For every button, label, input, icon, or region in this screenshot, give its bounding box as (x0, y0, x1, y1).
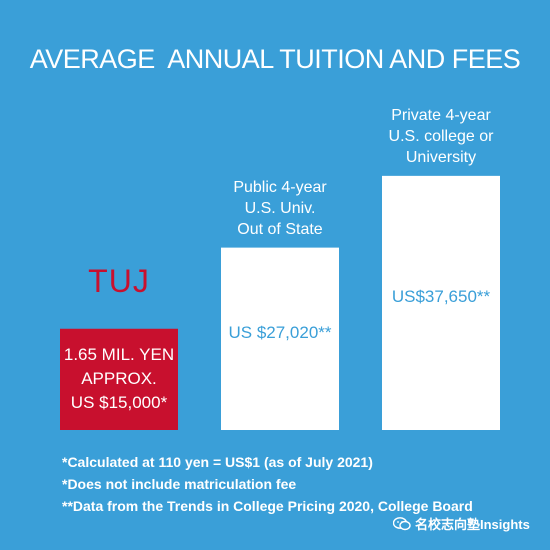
footnote-1: *Calculated at 110 yen = US$1 (as of Jul… (62, 454, 373, 470)
footnotes: *Calculated at 110 yen = US$1 (as of Jul… (62, 451, 473, 517)
category-label-3: Private 4-year U.S. college or Universit… (388, 106, 494, 166)
bar-2 (221, 247, 339, 430)
category-label-2: Public 4-year U.S. Univ. Out of State (233, 178, 327, 238)
watermark: 名校志向塾Insights (393, 514, 530, 533)
wechat-icon (393, 516, 411, 530)
bar-3 (382, 175, 500, 430)
chart-title: AVERAGE ANNUAL TUITION AND FEES (29, 44, 521, 74)
footnote-3: **Data from the Trends in College Pricin… (62, 498, 473, 514)
bar-value-label-2: US $27,020** (228, 322, 332, 342)
footnote-2: *Does not include matriculation fee (62, 476, 297, 492)
tuj-brand-label: TUJ (88, 263, 150, 299)
watermark-text: 名校志向塾Insights (415, 517, 530, 532)
bar-1 (60, 328, 178, 430)
bar-value-label-3: US$37,650** (391, 286, 491, 306)
bar-value-label-1: 1.65 MIL. YEN APPROX. US $15,000* (63, 345, 175, 413)
